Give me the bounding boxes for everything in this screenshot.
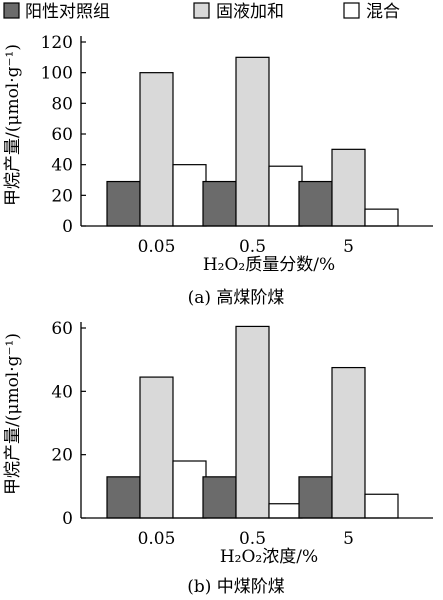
bar-b-1-series-1 — [106, 476, 141, 519]
bar-b-3-series-3 — [364, 493, 399, 519]
bar-b-2-series-3 — [268, 503, 303, 519]
caption-a: (a) 高煤阶煤 — [188, 288, 285, 308]
bar-b-3-series-1 — [298, 476, 333, 519]
bar-b-1-series-3 — [172, 460, 207, 519]
y-tick-label-a-0: 0 — [62, 217, 73, 237]
x-axis-title-b: H₂O₂浓度/% — [220, 547, 318, 567]
x-axis-title-a: H₂O₂质量分数/% — [203, 255, 335, 275]
x-tick-label-b-2: 0.5 — [239, 529, 266, 549]
legend-label-solid-liquid-sum: 固液加和 — [216, 2, 284, 22]
legend-swatch-mixed — [343, 2, 360, 19]
legend-label-positive-control: 阳性对照组 — [25, 2, 110, 22]
bar-a-2-series-2 — [235, 56, 270, 227]
x-tick-label-a-2: 0.5 — [239, 237, 266, 257]
bar-a-3-series-1 — [298, 180, 333, 227]
bar-a-1-series-3 — [172, 164, 207, 227]
y-tick-label-a-120: 120 — [41, 33, 73, 53]
chart-high-rank-coal: 0 20 40 60 80 100 120 0.05 0.5 5 H₂O₂质量分数/% 甲烷产量/(μ… — [3, 33, 433, 308]
legend: 阳性对照组 固液加和 混合 — [3, 2, 400, 22]
x-tick-label-a-1: 0.05 — [138, 237, 176, 257]
y-tick-label-a-20: 20 — [51, 186, 73, 206]
bar-b-2-series-2 — [235, 325, 270, 519]
bar-b-2-series-1 — [202, 476, 237, 519]
bar-a-1-series-2 — [139, 72, 174, 227]
bar-a-3-series-3 — [364, 208, 399, 227]
bar-a-3-series-2 — [331, 148, 366, 227]
caption-b: (b) 中煤阶煤 — [187, 577, 285, 597]
x-tick-label-a-3: 5 — [343, 237, 354, 257]
y-tick-label-a-100: 100 — [41, 64, 73, 84]
y-axis-title-b: 甲烷产量/(μmol·g⁻¹) — [3, 333, 23, 495]
y-tick-label-a-60: 60 — [51, 125, 73, 145]
legend-label-mixed: 混合 — [366, 2, 400, 22]
bar-a-1-series-1 — [106, 180, 141, 227]
bar-b-3-series-2 — [331, 366, 366, 519]
y-tick-label-b-20: 20 — [51, 446, 73, 466]
y-tick-label-b-60: 60 — [51, 319, 73, 339]
y-tick-label-b-0: 0 — [62, 509, 73, 529]
legend-swatch-solid-liquid-sum — [193, 2, 210, 19]
bar-b-1-series-2 — [139, 376, 174, 519]
y-tick-label-a-80: 80 — [51, 94, 73, 114]
x-tick-label-b-3: 5 — [343, 529, 354, 549]
bar-a-2-series-3 — [268, 165, 303, 227]
bar-a-2-series-1 — [202, 180, 237, 227]
legend-swatch-positive-control — [3, 2, 20, 19]
y-axis-title-a: 甲烷产量/(μmol·g⁻¹) — [3, 44, 23, 206]
y-tick-label-b-40: 40 — [51, 382, 73, 402]
chart-medium-rank-coal: 0 20 40 60 0.05 0.5 5 H₂O₂浓度/% 甲烷产量/(μmol·g⁻¹) (b… — [3, 319, 433, 597]
y-tick-label-a-40: 40 — [51, 156, 73, 176]
x-tick-label-b-1: 0.05 — [138, 529, 176, 549]
